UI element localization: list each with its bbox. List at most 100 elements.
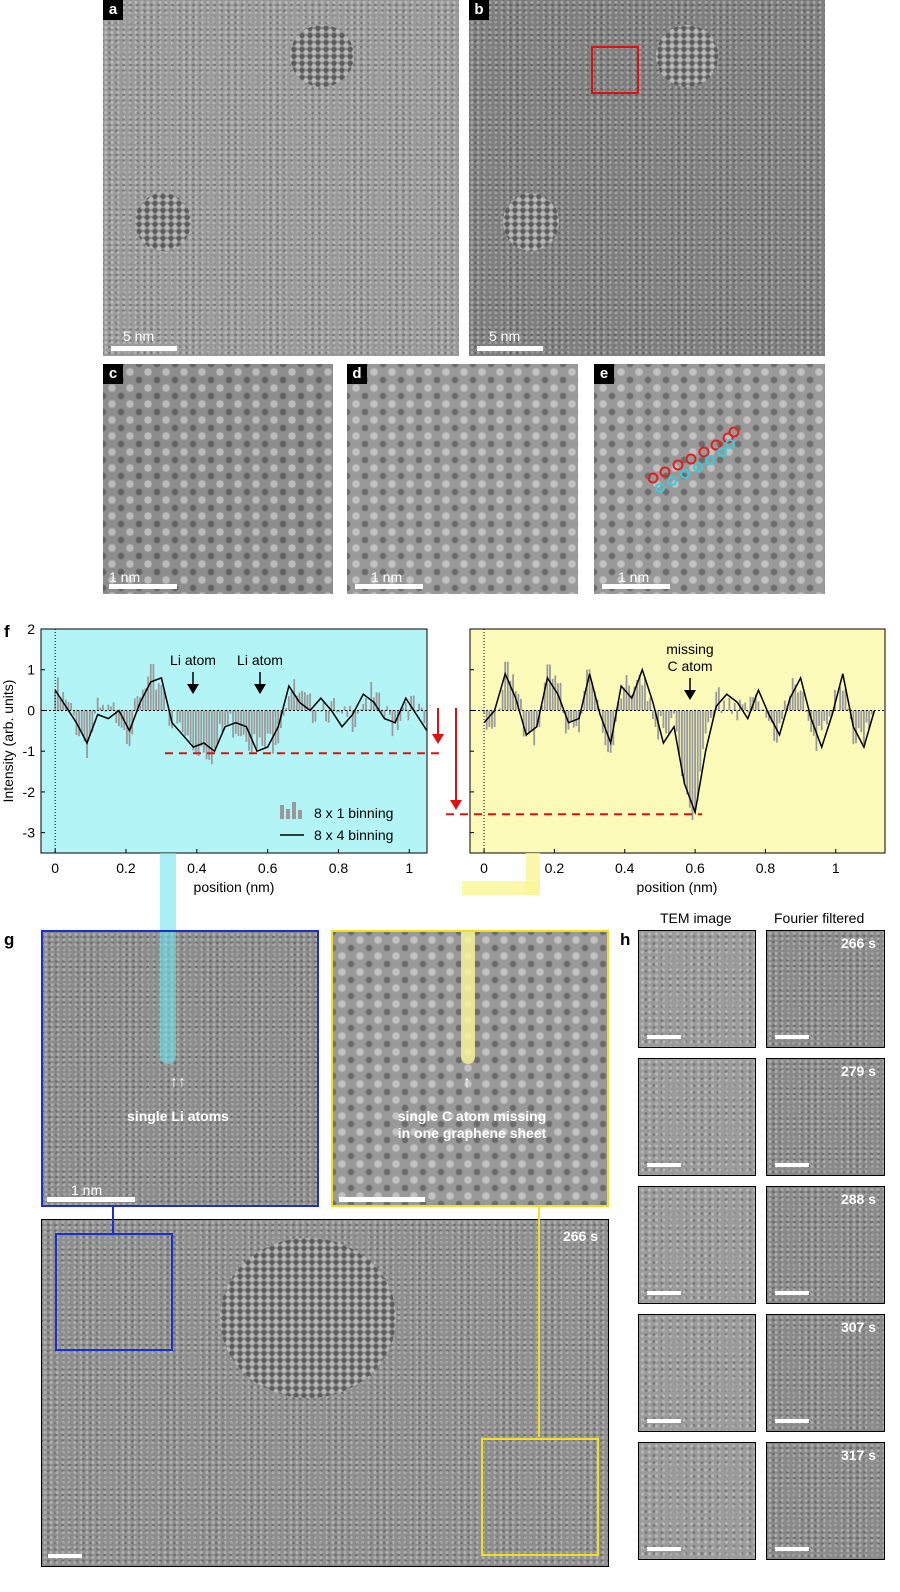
data-bar: [248, 710, 250, 751]
data-bar: [815, 710, 818, 751]
panel-f-chart: 0 0.2 0.4 0.6 0.8 1 2 1 0 -1 -2 -3 0 0.2 0.4 0.6 0.8 1 I…: [0, 621, 886, 895]
zoom-box-yellow: [481, 1438, 599, 1556]
scale-bar: [339, 1197, 425, 1202]
data-bar: [683, 710, 686, 785]
panel-label-g: g: [4, 930, 15, 949]
data-bar: [586, 669, 588, 711]
data-bar: [399, 710, 402, 721]
data-bar: [59, 697, 62, 711]
data-bar: [213, 710, 216, 749]
panel-label-a: a: [103, 0, 123, 20]
column-header: Fourier filtered: [774, 910, 865, 926]
data-bar: [346, 710, 349, 717]
data-bar: [599, 709, 602, 711]
data-bar: [412, 695, 415, 711]
data-bar: [224, 710, 227, 726]
data-bar: [488, 710, 491, 728]
panel-a-image: a 5 nm: [103, 0, 459, 356]
data-bar: [789, 695, 791, 711]
data-bar: [628, 685, 631, 711]
panel-e-image: e 1 nm: [594, 364, 825, 594]
data-bar: [115, 710, 118, 724]
data-bar: [860, 710, 863, 733]
data-bar: [609, 710, 612, 753]
x-tick-label: 1: [832, 860, 840, 876]
panel-b-image: b 5 nm: [469, 0, 825, 356]
data-bar: [202, 710, 205, 753]
data-bar: [133, 698, 136, 711]
data-bar: [354, 710, 357, 728]
data-bar: [104, 710, 107, 712]
scale-bar-label: 5 nm: [123, 328, 155, 344]
data-bar: [781, 710, 784, 720]
data-bar: [630, 694, 633, 711]
x-tick-label: 0.2: [116, 860, 136, 876]
data-bar: [720, 710, 723, 714]
data-bar: [501, 689, 504, 711]
data-bar: [375, 692, 378, 711]
data-bar: [96, 697, 99, 711]
data-bar: [757, 701, 760, 711]
data-bar: [72, 710, 75, 716]
tem-image-tile: [638, 930, 756, 1048]
data-bar: [295, 695, 298, 711]
red-arrow: [450, 800, 462, 810]
data-bar: [741, 704, 744, 711]
data-bar: [120, 710, 123, 728]
data-bar: [388, 710, 391, 716]
data-bar: [240, 710, 242, 737]
connector-line-blue: [112, 1207, 114, 1233]
data-bar: [804, 710, 807, 713]
data-bar: [380, 710, 383, 713]
data-bar: [179, 710, 181, 723]
scale-bar: [47, 1197, 135, 1202]
data-bar: [163, 690, 165, 711]
data-bar: [80, 710, 83, 734]
data-bar: [272, 710, 274, 754]
data-bar: [343, 706, 346, 711]
data-bar: [176, 710, 179, 724]
data-bar: [865, 710, 868, 723]
x-tick-label: 1: [405, 860, 413, 876]
scale-bar: [775, 1035, 809, 1039]
data-bar: [862, 710, 865, 744]
data-bar: [567, 710, 570, 730]
data-bar: [144, 688, 147, 711]
data-bar: [670, 710, 673, 719]
time-label: 288 s: [840, 1191, 876, 1207]
data-bar: [731, 710, 733, 714]
data-bar: [370, 682, 373, 711]
data-bar: [261, 710, 264, 746]
scale-bar-label: 1 nm: [371, 569, 403, 585]
data-bar: [580, 710, 583, 714]
data-bar: [325, 710, 327, 722]
data-bar: [258, 710, 261, 738]
fourier-filtered-tile: 288 s: [766, 1186, 885, 1304]
data-bar: [746, 710, 749, 713]
data-bar: [303, 692, 306, 711]
data-bar: [622, 687, 625, 711]
data-bar: [662, 710, 665, 729]
red-arrow: [432, 734, 444, 744]
data-bar: [638, 674, 641, 711]
data-bar: [762, 709, 765, 711]
data-bar: [541, 705, 543, 711]
scale-bar: [647, 1035, 681, 1039]
data-bar: [338, 710, 341, 713]
data-bar: [394, 710, 397, 724]
data-bar: [812, 710, 815, 736]
data-bar: [644, 678, 646, 711]
data-bar: [351, 710, 354, 732]
data-bar: [149, 663, 152, 711]
legend-swatch-bars: [286, 809, 290, 819]
data-bar: [189, 710, 192, 742]
scale-bar: [775, 1291, 809, 1295]
data-bar: [67, 702, 70, 711]
data-bar: [509, 680, 512, 711]
x-tick-label: 0.8: [329, 860, 349, 876]
data-bar: [386, 706, 389, 711]
data-bar: [287, 696, 290, 711]
data-bar: [91, 710, 94, 733]
x-tick-label: 0.2: [545, 860, 565, 876]
data-bar: [266, 710, 269, 734]
